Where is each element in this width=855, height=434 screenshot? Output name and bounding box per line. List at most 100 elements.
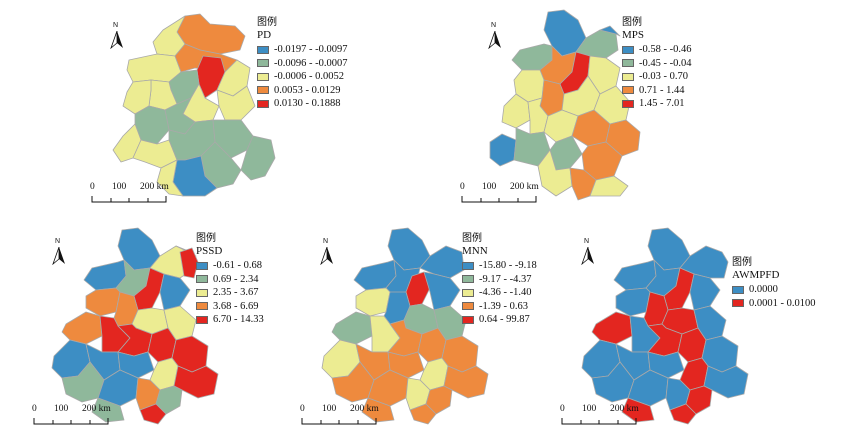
legend-label: -1.39 - 0.63	[479, 300, 528, 312]
region	[139, 403, 167, 425]
legend-label: -0.61 - 0.68	[213, 260, 262, 272]
legend-variable: MNN	[462, 245, 488, 257]
legend-pssd: 图例 PSSD -0.61 - 0.68 0.69 - 2.34 2.35 - 3.…	[196, 232, 264, 327]
map-panel-awmpfd: N 图例 AWMPFD 0.0000 0.0001 - 0.0100	[560, 227, 850, 434]
region	[240, 135, 276, 181]
legend-title: 图例	[622, 17, 642, 28]
region	[409, 403, 437, 425]
map-panel-pd: N 图例 PD -0.0197 - -0.0097 -0.0096 - -0.00…	[85, 10, 348, 212]
legend-item: 6.70 - 14.33	[196, 313, 264, 327]
legend-variable: PSSD	[196, 245, 223, 257]
scale-bar: 0 100 200 km	[460, 182, 570, 212]
north-arrow-icon: N	[581, 238, 595, 266]
region	[615, 287, 651, 317]
legend-label: 0.0053 - 0.0129	[274, 84, 341, 96]
legend-swatch	[622, 99, 634, 108]
region	[599, 25, 621, 37]
legend-item: 3.68 - 6.69	[196, 300, 264, 314]
legend-item: -0.58 - -0.46	[622, 43, 692, 57]
legend-title: 图例	[257, 17, 277, 28]
legend-item: -0.61 - 0.68	[196, 259, 264, 273]
legend-item: 0.0130 - 0.1888	[257, 97, 348, 111]
legend-label: -0.0197 - -0.0097	[274, 44, 348, 56]
legend-variable: PD	[257, 29, 272, 41]
legend-label: -0.45 - -0.04	[639, 57, 692, 69]
legend-label: -0.03 - 0.70	[639, 71, 688, 83]
region	[423, 271, 461, 311]
legend-item: -0.0096 - -0.0007	[257, 57, 348, 71]
legend-item: -0.0006 - 0.0052	[257, 70, 348, 84]
region	[361, 397, 395, 423]
region	[355, 287, 391, 317]
legend-item: -0.03 - 0.70	[622, 70, 692, 84]
map-mnn	[321, 227, 489, 425]
legend-title: 图例	[196, 233, 216, 244]
region	[91, 397, 125, 423]
legend-label: 1.45 - 7.01	[639, 98, 685, 110]
legend-title: 图例	[462, 233, 482, 244]
map-panel-mnn: N 图例 MNN -15.80 - -9.18 -9.17 - -4.37 -4.3…	[300, 227, 550, 432]
legend-rows: -0.61 - 0.68 0.69 - 2.34 2.35 - 3.67 3.68 -…	[196, 259, 264, 327]
legend-item: -15.80 - -9.18	[462, 259, 537, 273]
legend-item: 1.45 - 7.01	[622, 97, 692, 111]
legend-item: 0.69 - 2.34	[196, 273, 264, 287]
scale-bar: 0 100 200 km	[560, 404, 670, 434]
legend-title: 图例	[732, 257, 752, 268]
legend-label: 0.0130 - 0.1888	[274, 98, 341, 110]
legend-swatch	[732, 299, 744, 308]
region	[126, 53, 182, 83]
legend-swatch	[257, 72, 269, 81]
legend-label: -15.80 - -9.18	[479, 260, 537, 272]
legend-swatch	[196, 261, 208, 270]
legend-swatch	[622, 45, 634, 54]
legend-rows: -0.0197 - -0.0097 -0.0096 - -0.0007 -0.000…	[257, 43, 348, 111]
legend-awmpfd: 图例 AWMPFD 0.0000 0.0001 - 0.0100	[732, 256, 816, 310]
region	[621, 397, 655, 423]
legend-item: 2.35 - 3.67	[196, 286, 264, 300]
legend-swatch	[196, 302, 208, 311]
legend-rows: -0.58 - -0.46 -0.45 - -0.04 -0.03 - 0.70 0.…	[622, 43, 692, 111]
north-arrow-icon: N	[52, 238, 66, 266]
north-arrow-icon: N	[110, 22, 124, 50]
legend-label: 0.64 - 99.87	[479, 314, 530, 326]
legend-swatch	[462, 275, 474, 284]
legend-swatch	[257, 99, 269, 108]
legend-item: -0.45 - -0.04	[622, 57, 692, 71]
map-pssd	[51, 227, 219, 425]
legend-swatch	[462, 288, 474, 297]
legend-mps: 图例 MPS -0.58 - -0.46 -0.45 - -0.04 -0.03 -…	[622, 16, 692, 111]
legend-label: -9.17 - -4.37	[479, 273, 532, 285]
region	[689, 273, 721, 311]
scale-bar: 0 100 200 km	[90, 182, 200, 212]
legend-label: 0.0001 - 0.0100	[749, 297, 816, 309]
scale-bar: 0 100 200 km	[32, 404, 142, 434]
legend-label: -4.36 - -1.40	[479, 287, 532, 299]
region	[216, 85, 256, 121]
legend-rows: -15.80 - -9.18 -9.17 - -4.37 -4.36 - -1.40…	[462, 259, 537, 327]
legend-item: 0.71 - 1.44	[622, 84, 692, 98]
legend-item: 0.0000	[732, 283, 816, 297]
legend-item: -0.0197 - -0.0097	[257, 43, 348, 57]
legend-swatch	[622, 72, 634, 81]
region	[156, 159, 184, 197]
legend-swatch	[196, 288, 208, 297]
region	[85, 287, 121, 317]
map-panel-pssd: N 图例 PSSD -0.61 - 0.68 0.69 - 2.	[30, 227, 290, 434]
legend-item: 0.64 - 99.87	[462, 313, 537, 327]
region	[61, 311, 103, 345]
legend-mnn: 图例 MNN -15.80 - -9.18 -9.17 - -4.37 -4.36 …	[462, 232, 537, 327]
legend-item: 0.0001 - 0.0100	[732, 297, 816, 311]
region	[331, 311, 373, 345]
legend-label: 3.68 - 6.69	[213, 300, 259, 312]
legend-label: 0.71 - 1.44	[639, 84, 685, 96]
map-awmpfd	[581, 227, 749, 425]
map-panel-mps: N 图例 MPS -0.58 - -0.46 -0.45 - -0.04 -0.03…	[460, 9, 700, 212]
legend-swatch	[196, 315, 208, 324]
legend-label: -0.58 - -0.46	[639, 44, 692, 56]
legend-label: 0.69 - 2.34	[213, 273, 259, 285]
legend-swatch	[732, 285, 744, 294]
legend-swatch	[257, 45, 269, 54]
region	[419, 245, 465, 279]
map-mps	[489, 9, 641, 201]
legend-swatch	[462, 315, 474, 324]
